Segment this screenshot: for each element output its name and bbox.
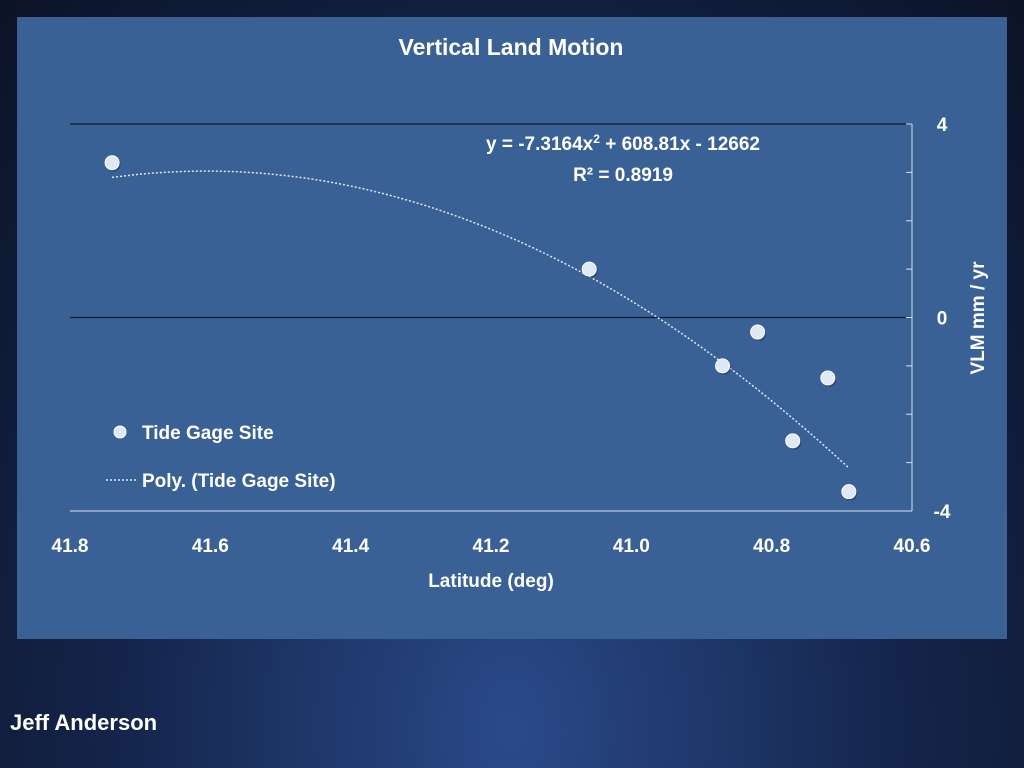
trendline-r-squared: R² = 0.8919 xyxy=(573,165,673,186)
x-tick-labels: 41.8 41.6 41.4 41.2 41.0 40.8 40.6 xyxy=(52,536,931,557)
data-point xyxy=(715,358,731,374)
y-tick-label: 0 xyxy=(937,309,948,330)
equation-main: y = -7.3164x xyxy=(486,134,594,155)
data-point xyxy=(785,433,801,449)
data-point xyxy=(104,155,120,171)
chart-title: Vertical Land Motion xyxy=(399,34,624,60)
y-tick-label: -4 xyxy=(934,502,951,523)
legend-label-trendline: Poly. (Tide Gage Site) xyxy=(142,471,336,492)
trendline-equation: y = -7.3164x2 + 608.81x - 12662 xyxy=(486,132,760,155)
data-point xyxy=(581,261,597,277)
x-tick-label: 41.6 xyxy=(192,536,229,557)
legend-marker-points xyxy=(113,425,127,439)
gridlines xyxy=(70,123,912,319)
x-tick-label: 41.2 xyxy=(473,536,510,557)
data-point xyxy=(820,370,836,386)
x-tick-label: 41.0 xyxy=(613,536,650,557)
data-point xyxy=(841,484,857,500)
chart-panel xyxy=(17,17,1007,639)
author-name: Jeff Anderson xyxy=(10,710,158,735)
x-tick-label: 41.4 xyxy=(332,536,369,557)
legend: Tide Gage Site Poly. (Tide Gage Site) xyxy=(106,423,336,492)
y-tick-labels: 4 0 -4 xyxy=(934,115,951,523)
x-tick-label: 40.8 xyxy=(753,536,790,557)
legend-label-points: Tide Gage Site xyxy=(142,423,274,444)
equation-rest: + 608.81x - 12662 xyxy=(600,134,760,155)
data-point xyxy=(750,324,766,340)
y-axis-tick-marks xyxy=(906,123,912,512)
y-tick-label: 4 xyxy=(937,115,948,136)
x-tick-label: 40.6 xyxy=(894,536,931,557)
x-tick-label: 41.8 xyxy=(52,536,89,557)
x-axis-label: Latitude (deg) xyxy=(428,571,554,592)
y-axis-label: VLM mm / yr xyxy=(968,261,989,375)
data-points xyxy=(104,155,858,501)
equation-exponent: 2 xyxy=(593,132,600,146)
